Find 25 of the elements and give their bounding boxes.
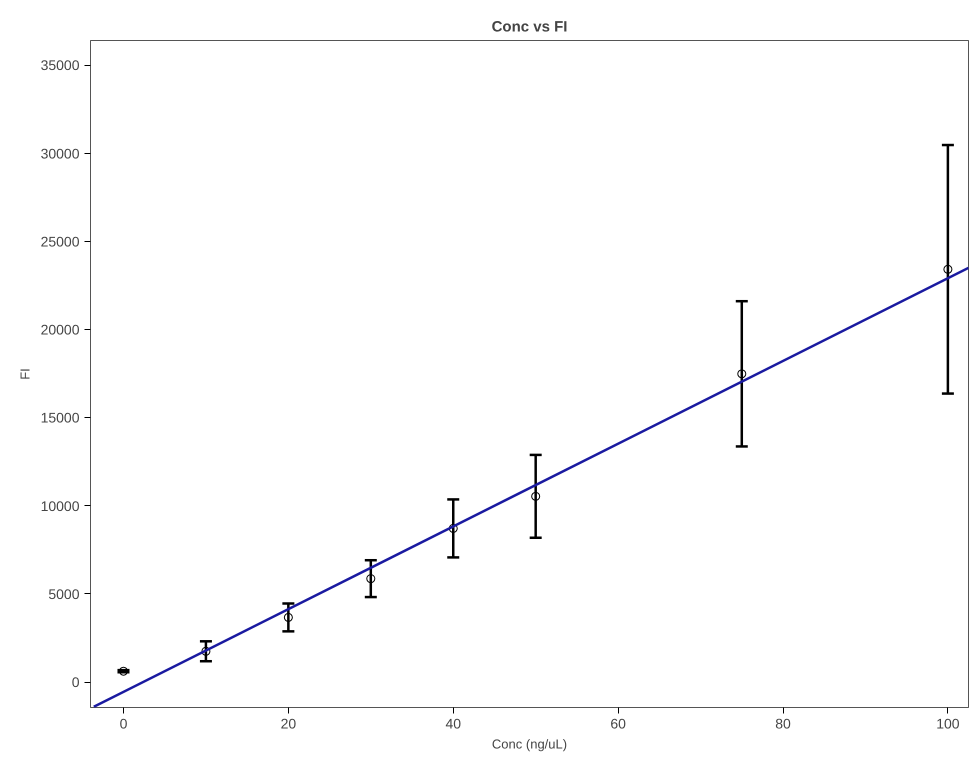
x-tick-label: 40	[445, 716, 462, 732]
y-axis-title: FI	[18, 368, 33, 380]
x-tick-label: 20	[280, 716, 296, 732]
point	[201, 646, 210, 656]
chart-title: Conc vs FI	[492, 18, 568, 36]
point	[118, 666, 128, 676]
y-tick-label: 15000	[40, 410, 80, 426]
point	[448, 524, 458, 533]
point	[531, 492, 540, 501]
point	[737, 369, 746, 378]
x-tick-label: 60	[610, 716, 626, 732]
y-tick-label: 10000	[40, 498, 80, 514]
y-tick-label: 20000	[40, 322, 80, 338]
y-tick-label: 25000	[40, 233, 80, 250]
y-tick-label: 35000	[40, 57, 80, 74]
point	[284, 612, 293, 622]
point	[943, 264, 952, 274]
y-tick-label: 30000	[40, 145, 80, 162]
y-tick-label: 0	[72, 674, 80, 690]
x-tick-label: 100	[936, 716, 960, 732]
x-tick-label: 80	[775, 716, 792, 732]
point	[366, 574, 376, 584]
y-tick-label: 5000	[48, 586, 80, 602]
x-tick-label: 0	[120, 716, 128, 732]
x-axis-title: Conc (ng/uL)	[492, 736, 568, 752]
